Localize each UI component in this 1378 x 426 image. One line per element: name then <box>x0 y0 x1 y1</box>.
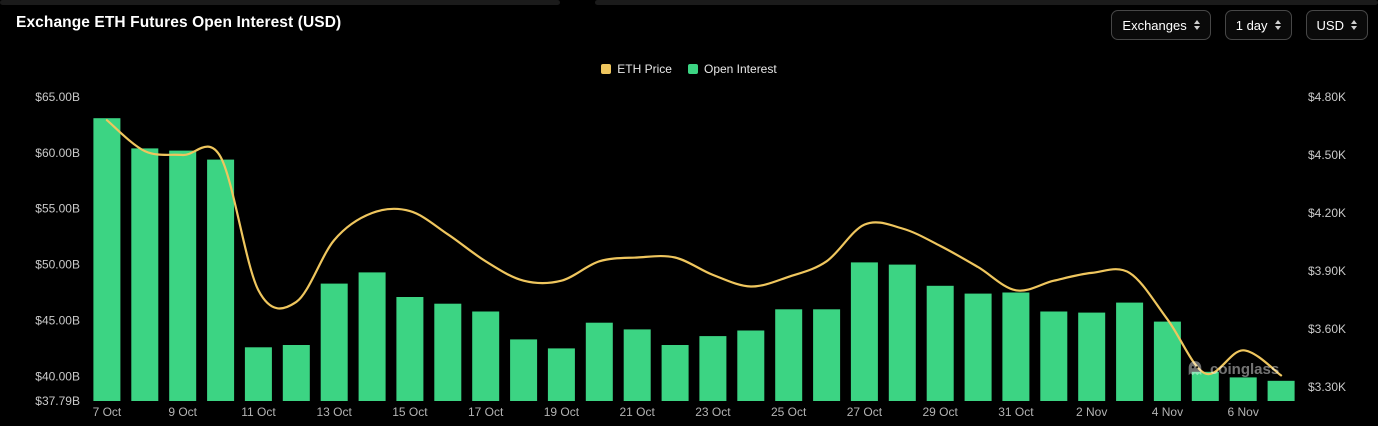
currency-dropdown[interactable]: USD <box>1305 10 1368 40</box>
open-interest-bar[interactable] <box>510 339 538 401</box>
right-axis-tick-label: $3.60K <box>1308 322 1346 336</box>
left-axis-tick-label: $40.00B <box>35 369 80 383</box>
x-axis-tick-label: 23 Oct <box>695 405 731 419</box>
interval-dropdown-label: 1 day <box>1235 17 1268 33</box>
open-interest-bar[interactable] <box>585 322 613 401</box>
x-axis-tick-label: 21 Oct <box>620 405 656 419</box>
open-interest-bar[interactable] <box>1078 312 1106 401</box>
exchanges-dropdown-label: Exchanges <box>1122 17 1187 33</box>
legend-item-eth-price[interactable]: ETH Price <box>601 62 672 76</box>
legend-label-eth-price: ETH Price <box>617 62 672 76</box>
open-interest-bar[interactable] <box>699 336 727 401</box>
open-interest-bar[interactable] <box>813 309 841 401</box>
x-axis-tick-label: 7 Oct <box>93 405 122 419</box>
open-interest-swatch-icon <box>687 64 698 74</box>
x-axis-tick-label: 4 Nov <box>1152 405 1183 419</box>
updown-icon <box>1193 20 1200 30</box>
open-interest-bar[interactable] <box>282 345 310 401</box>
left-axis-tick-label: $60.00B <box>35 146 80 160</box>
open-interest-bar[interactable] <box>244 347 272 401</box>
open-interest-bar[interactable] <box>320 283 348 401</box>
open-interest-bar[interactable] <box>207 159 235 401</box>
open-interest-bar[interactable] <box>131 148 159 401</box>
page-title: Exchange ETH Futures Open Interest (USD) <box>16 14 342 31</box>
left-axis-tick-label: $45.00B <box>35 313 80 327</box>
chart-legend: ETH Price Open Interest <box>0 62 1378 76</box>
open-interest-bar[interactable] <box>964 293 992 401</box>
exchanges-dropdown[interactable]: Exchanges <box>1111 10 1211 40</box>
x-axis-tick-label: 25 Oct <box>771 405 807 419</box>
open-interest-bar[interactable] <box>472 311 500 402</box>
chart-area[interactable]: $65.00B $60.00B $55.00B $50.00B $45.00B $40.0… <box>0 85 1378 426</box>
open-interest-bar[interactable] <box>1191 371 1219 401</box>
x-axis-tick-label: 15 Oct <box>392 405 428 419</box>
right-axis-tick-label: $3.30K <box>1308 380 1346 394</box>
updown-icon <box>1274 20 1281 30</box>
open-interest-bar[interactable] <box>775 309 803 401</box>
open-interest-bar[interactable] <box>169 150 197 401</box>
x-axis-tick-label: 6 Nov <box>1228 405 1259 419</box>
x-axis-tick-label: 31 Oct <box>998 405 1034 419</box>
eth-price-swatch-icon <box>601 64 612 74</box>
open-interest-bar[interactable] <box>1229 377 1257 401</box>
open-interest-bar[interactable] <box>888 264 916 401</box>
eth-price-line <box>105 119 1283 377</box>
legend-label-open-interest: Open Interest <box>703 62 777 76</box>
x-axis-tick-label: 13 Oct <box>317 405 353 419</box>
open-interest-bar[interactable] <box>1116 302 1144 401</box>
x-axis-tick-label: 9 Oct <box>168 405 197 419</box>
open-interest-bar[interactable] <box>358 272 386 401</box>
left-axis-tick-label: $37.79B <box>35 394 80 408</box>
top-divider-right <box>595 0 1378 5</box>
open-interest-bar[interactable] <box>434 303 462 401</box>
left-axis-tick-label: $65.00B <box>35 90 80 104</box>
open-interest-bar[interactable] <box>547 348 575 401</box>
x-axis-tick-label: 17 Oct <box>468 405 504 419</box>
open-interest-bar[interactable] <box>661 345 689 401</box>
open-interest-bar[interactable] <box>737 330 765 402</box>
right-axis-tick-label: $4.80K <box>1308 90 1346 104</box>
legend-item-open-interest[interactable]: Open Interest <box>687 62 777 76</box>
open-interest-bar[interactable] <box>926 285 954 401</box>
right-axis-tick-label: $4.20K <box>1308 206 1346 220</box>
right-axis-tick-label: $3.90K <box>1308 264 1346 278</box>
open-interest-bar[interactable] <box>1267 380 1295 401</box>
interval-dropdown[interactable]: 1 day <box>1224 10 1292 40</box>
left-axis-tick-label: $50.00B <box>35 258 80 272</box>
open-interest-bar[interactable] <box>623 329 651 401</box>
left-axis-tick-label: $55.00B <box>35 202 80 216</box>
open-interest-bar[interactable] <box>1040 311 1068 402</box>
chart-svg[interactable]: $65.00B $60.00B $55.00B $50.00B $45.00B $40.0… <box>0 85 1378 426</box>
open-interest-bar[interactable] <box>850 262 878 401</box>
right-axis-tick-label: $4.50K <box>1308 148 1346 162</box>
open-interest-bar[interactable] <box>93 118 121 401</box>
x-axis-tick-label: 11 Oct <box>241 405 276 419</box>
updown-icon <box>1351 20 1357 30</box>
chart-controls: Exchanges 1 day USD <box>1111 10 1368 40</box>
open-interest-bar[interactable] <box>396 297 424 401</box>
currency-dropdown-label: USD <box>1316 17 1344 33</box>
x-axis-tick-label: 19 Oct <box>544 405 580 419</box>
x-axis-tick-label: 27 Oct <box>847 405 883 419</box>
open-interest-bar[interactable] <box>1002 292 1030 402</box>
x-axis-tick-label: 29 Oct <box>923 405 959 419</box>
x-axis-tick-label: 2 Nov <box>1076 405 1107 419</box>
top-divider-left <box>0 0 560 5</box>
